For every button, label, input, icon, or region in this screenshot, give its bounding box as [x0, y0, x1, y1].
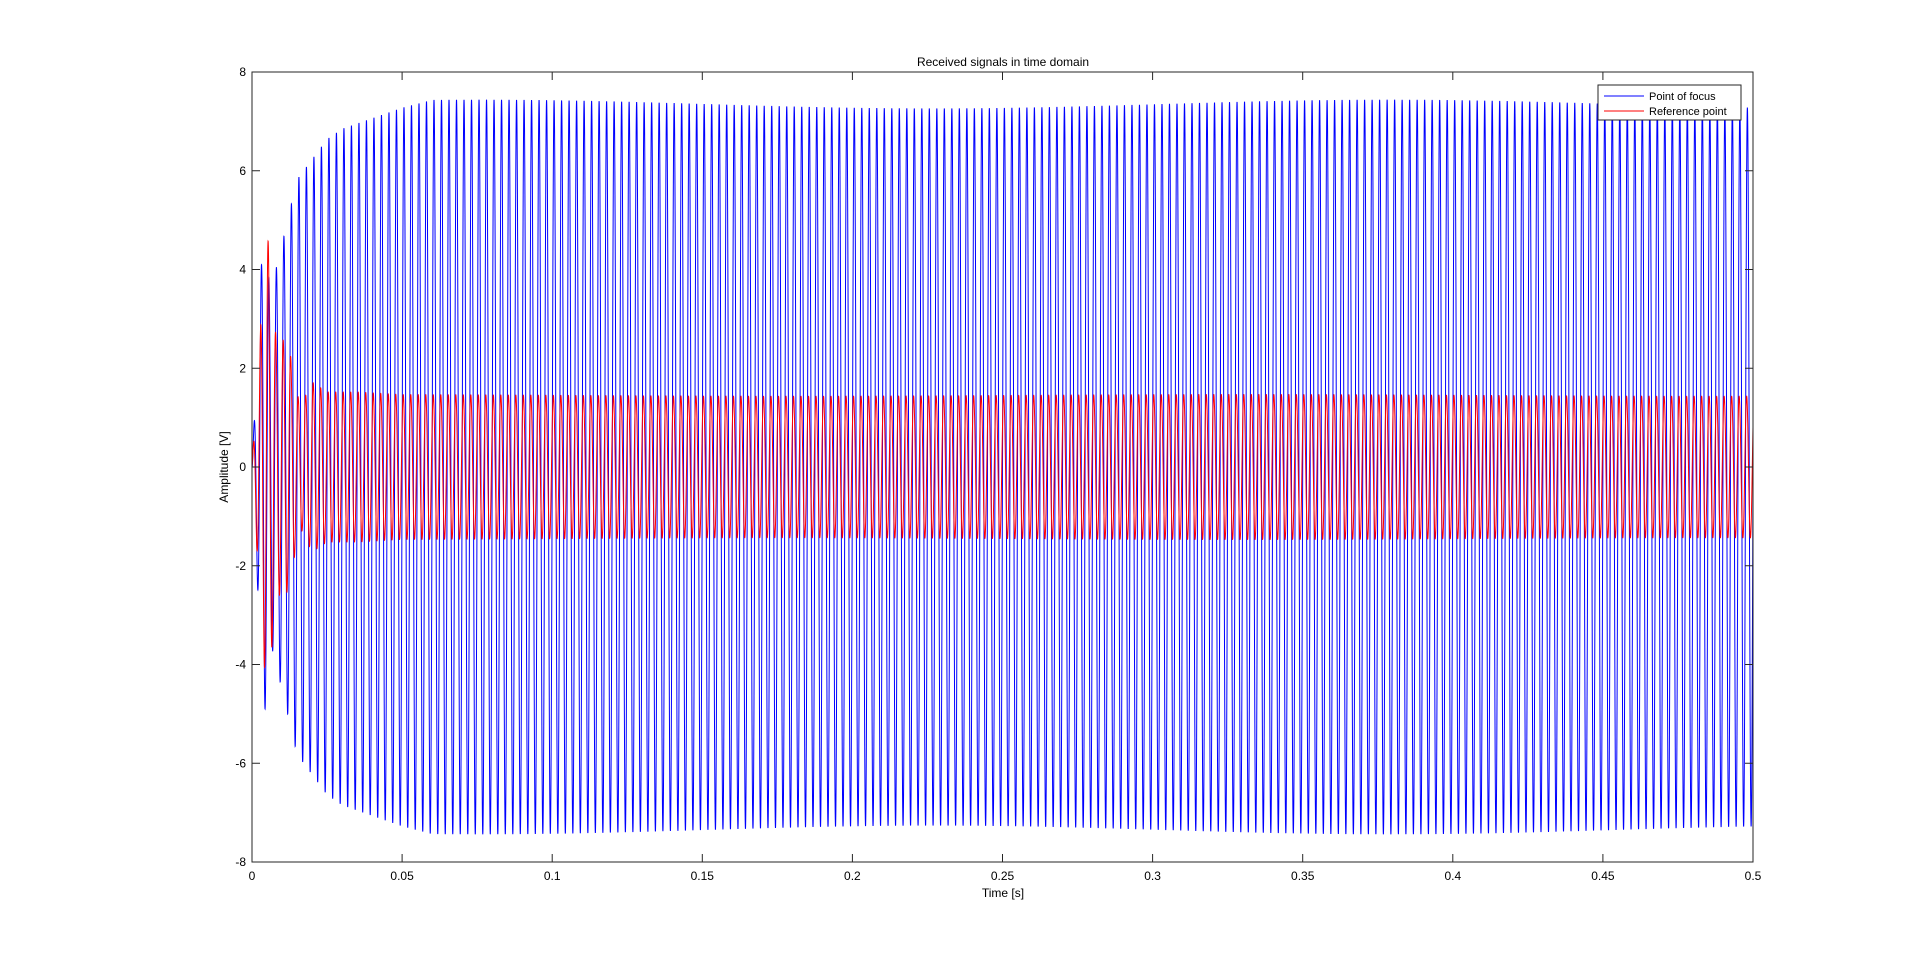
y-axis-label: Amplitude [V] — [217, 431, 231, 502]
x-tick-label: 0.05 — [390, 869, 414, 883]
x-axis-label: Time [s] — [982, 886, 1024, 900]
x-tick-label: 0.5 — [1745, 869, 1762, 883]
legend-label-point-of-focus: Point of focus — [1649, 91, 1716, 103]
x-tick-label: 0.45 — [1591, 869, 1615, 883]
legend: Point of focus Reference point — [1597, 84, 1742, 121]
legend-label-reference-point: Reference point — [1649, 106, 1727, 118]
y-tick-label: -8 — [235, 855, 246, 869]
x-axis-ticks: 0 0.05 0.1 0.15 0.2 0.25 0.3 0.35 0.4 0.45 0.5 — [249, 72, 1762, 883]
y-tick-label: -4 — [235, 658, 246, 672]
series-line-point-of-focus — [251, 99, 1754, 835]
x-tick-label: 0.1 — [544, 869, 561, 883]
y-tick-label: 4 — [239, 263, 246, 277]
y-tick-label: -6 — [235, 756, 246, 770]
x-tick-label: 0.4 — [1444, 869, 1461, 883]
y-tick-label: 0 — [239, 460, 246, 474]
y-tick-label: 2 — [239, 361, 246, 375]
x-tick-label: 0.25 — [991, 869, 1015, 883]
y-tick-label: 8 — [239, 65, 246, 79]
series-line-reference-point — [251, 239, 1754, 669]
x-tick-label: 0 — [249, 869, 256, 883]
x-tick-label: 0.15 — [691, 869, 715, 883]
x-tick-label: 0.3 — [1144, 869, 1161, 883]
y-axis-ticks: -8 -6 -4 -2 0 2 4 6 8 — [235, 65, 1753, 869]
chart-title: Received signals in time domain — [917, 55, 1089, 69]
x-tick-label: 0.35 — [1291, 869, 1315, 883]
x-tick-label: 0.2 — [844, 869, 861, 883]
legend-box — [1597, 84, 1742, 121]
y-tick-label: -2 — [235, 559, 246, 573]
series-layer — [251, 99, 1754, 835]
plot-area — [251, 71, 1754, 863]
y-tick-label: 6 — [239, 164, 246, 178]
